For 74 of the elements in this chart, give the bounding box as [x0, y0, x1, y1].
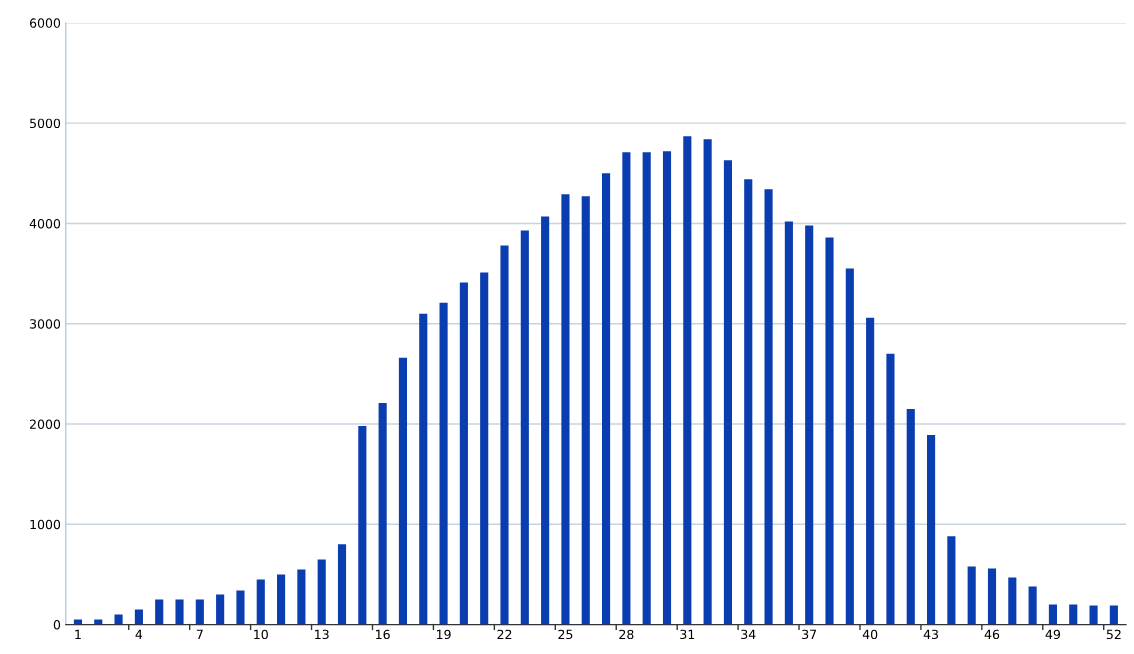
bar	[398, 357, 408, 625]
x-tick-label: 43	[923, 629, 939, 640]
bar	[195, 599, 204, 625]
bar	[134, 609, 143, 625]
x-tick-label: 4	[135, 629, 143, 639]
bar	[480, 272, 489, 625]
y-tick-label: 1000	[30, 519, 61, 530]
y-tick-label: 6000	[29, 18, 61, 28]
y-tick-label: 3000	[30, 319, 61, 329]
bar	[155, 599, 164, 625]
bar	[723, 160, 733, 625]
bar	[175, 599, 184, 625]
bar	[927, 435, 936, 625]
bar	[1028, 586, 1037, 625]
y-tick-label: 0	[53, 620, 61, 630]
bar	[987, 568, 997, 625]
bar	[602, 173, 611, 625]
bar	[581, 196, 590, 625]
x-tick-label: 25	[558, 629, 573, 640]
bar	[906, 408, 915, 625]
x-tick-label: 1	[75, 629, 81, 639]
bar	[866, 317, 875, 625]
x-tick-label: 31	[680, 629, 695, 640]
x-tick-label: 19	[437, 629, 451, 640]
bar	[500, 245, 509, 625]
bar	[845, 268, 854, 625]
bar	[886, 353, 895, 625]
bar	[764, 189, 773, 625]
bar	[277, 574, 286, 625]
bar	[622, 152, 631, 625]
bar	[337, 544, 347, 625]
x-tick-label: 49	[1045, 629, 1061, 640]
bar	[419, 313, 428, 625]
x-tick-label: 52	[1106, 629, 1121, 640]
x-tick-label: 13	[315, 629, 329, 640]
bar	[683, 136, 692, 625]
bar	[784, 221, 793, 625]
bar	[358, 426, 367, 625]
bar	[216, 594, 225, 625]
bar	[642, 152, 651, 625]
bar	[378, 402, 387, 625]
bar	[805, 225, 814, 625]
y-tick-label: 2000	[30, 419, 61, 429]
bar	[236, 590, 245, 625]
bar	[744, 179, 753, 625]
x-tick-label: 22	[497, 629, 512, 639]
bar	[947, 536, 956, 625]
bar	[703, 139, 712, 625]
bar	[317, 559, 326, 625]
bar	[439, 302, 448, 625]
bar	[1069, 604, 1078, 625]
x-tick-label: 46	[984, 629, 1000, 640]
x-tick-label: 10	[254, 629, 268, 640]
y-tick-label: 5000	[30, 118, 61, 129]
x-tick-label: 34	[741, 629, 756, 640]
bar	[662, 151, 672, 625]
y-tick-label: 4000	[29, 218, 61, 229]
x-tick-label: 16	[376, 629, 390, 640]
x-tick-label: 40	[862, 629, 878, 640]
bar	[256, 579, 265, 625]
bar	[520, 230, 529, 625]
x-tick-label: 37	[802, 629, 817, 640]
bar	[1008, 577, 1017, 625]
bar	[825, 237, 834, 625]
bar	[1109, 605, 1118, 625]
bar	[967, 566, 976, 625]
x-tick-label: 28	[619, 629, 634, 640]
bar	[297, 569, 306, 625]
bar	[1048, 604, 1057, 625]
bar	[541, 216, 550, 625]
bar	[561, 194, 570, 625]
bar	[459, 282, 468, 625]
bar	[1089, 605, 1098, 625]
x-tick-label: 7	[196, 629, 203, 639]
